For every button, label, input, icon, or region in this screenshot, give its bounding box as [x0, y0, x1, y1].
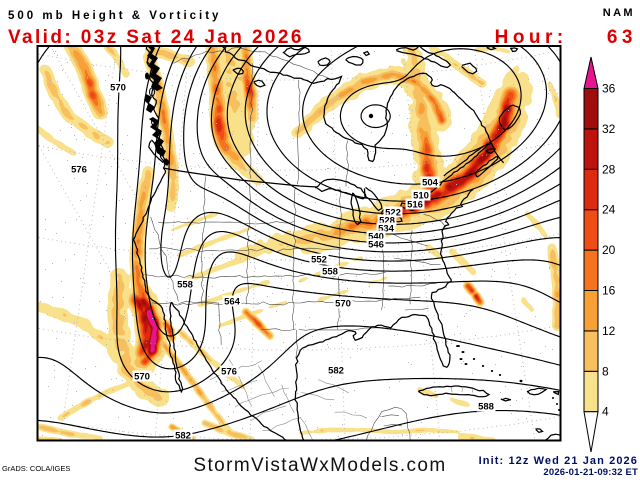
svg-text:558: 558: [322, 267, 338, 278]
svg-text:StormVistaWxModels.com: StormVistaWxModels.com: [193, 455, 446, 476]
svg-text:528: 528: [379, 216, 395, 227]
svg-text:GrADS: COLA/IGES: GrADS: COLA/IGES: [2, 464, 70, 473]
svg-text:534: 534: [378, 224, 395, 235]
svg-text:36: 36: [602, 82, 616, 96]
svg-text:Init: 12z Wed 21 Jan 2026: Init: 12z Wed 21 Jan 2026: [479, 455, 638, 467]
svg-text:552: 552: [311, 255, 327, 266]
svg-text:Valid: 03z Sat 24 Jan 2026: Valid: 03z Sat 24 Jan 2026: [8, 27, 304, 48]
svg-text:12: 12: [602, 324, 616, 338]
svg-text:16: 16: [602, 284, 616, 298]
svg-text:570: 570: [110, 83, 126, 94]
svg-text:540: 540: [368, 232, 384, 243]
svg-text:4: 4: [602, 405, 609, 419]
svg-text:582: 582: [328, 366, 344, 377]
svg-text:576: 576: [221, 367, 237, 378]
svg-text:20: 20: [602, 243, 616, 257]
svg-text:576: 576: [71, 165, 87, 176]
svg-text:564: 564: [224, 297, 241, 308]
svg-text:570: 570: [335, 299, 351, 310]
svg-text:510: 510: [413, 191, 429, 202]
svg-text:504: 504: [422, 178, 439, 189]
svg-text:28: 28: [602, 162, 616, 176]
svg-text:582: 582: [175, 431, 191, 442]
svg-text:32: 32: [602, 122, 616, 136]
svg-text:NAM: NAM: [603, 7, 635, 19]
svg-text:500 mb Height & Vorticity: 500 mb Height & Vorticity: [8, 10, 221, 22]
svg-text:522: 522: [385, 208, 401, 219]
svg-text:2026-01-21-09:32 ET: 2026-01-21-09:32 ET: [543, 467, 638, 478]
svg-text:24: 24: [602, 203, 616, 217]
svg-text:516: 516: [407, 200, 423, 211]
svg-text:588: 588: [478, 402, 494, 413]
svg-text:Hour: 63: Hour: 63: [495, 27, 637, 48]
svg-text:558: 558: [177, 280, 193, 291]
svg-text:570: 570: [134, 372, 150, 383]
svg-text:546: 546: [368, 240, 384, 251]
svg-text:8: 8: [602, 364, 609, 378]
